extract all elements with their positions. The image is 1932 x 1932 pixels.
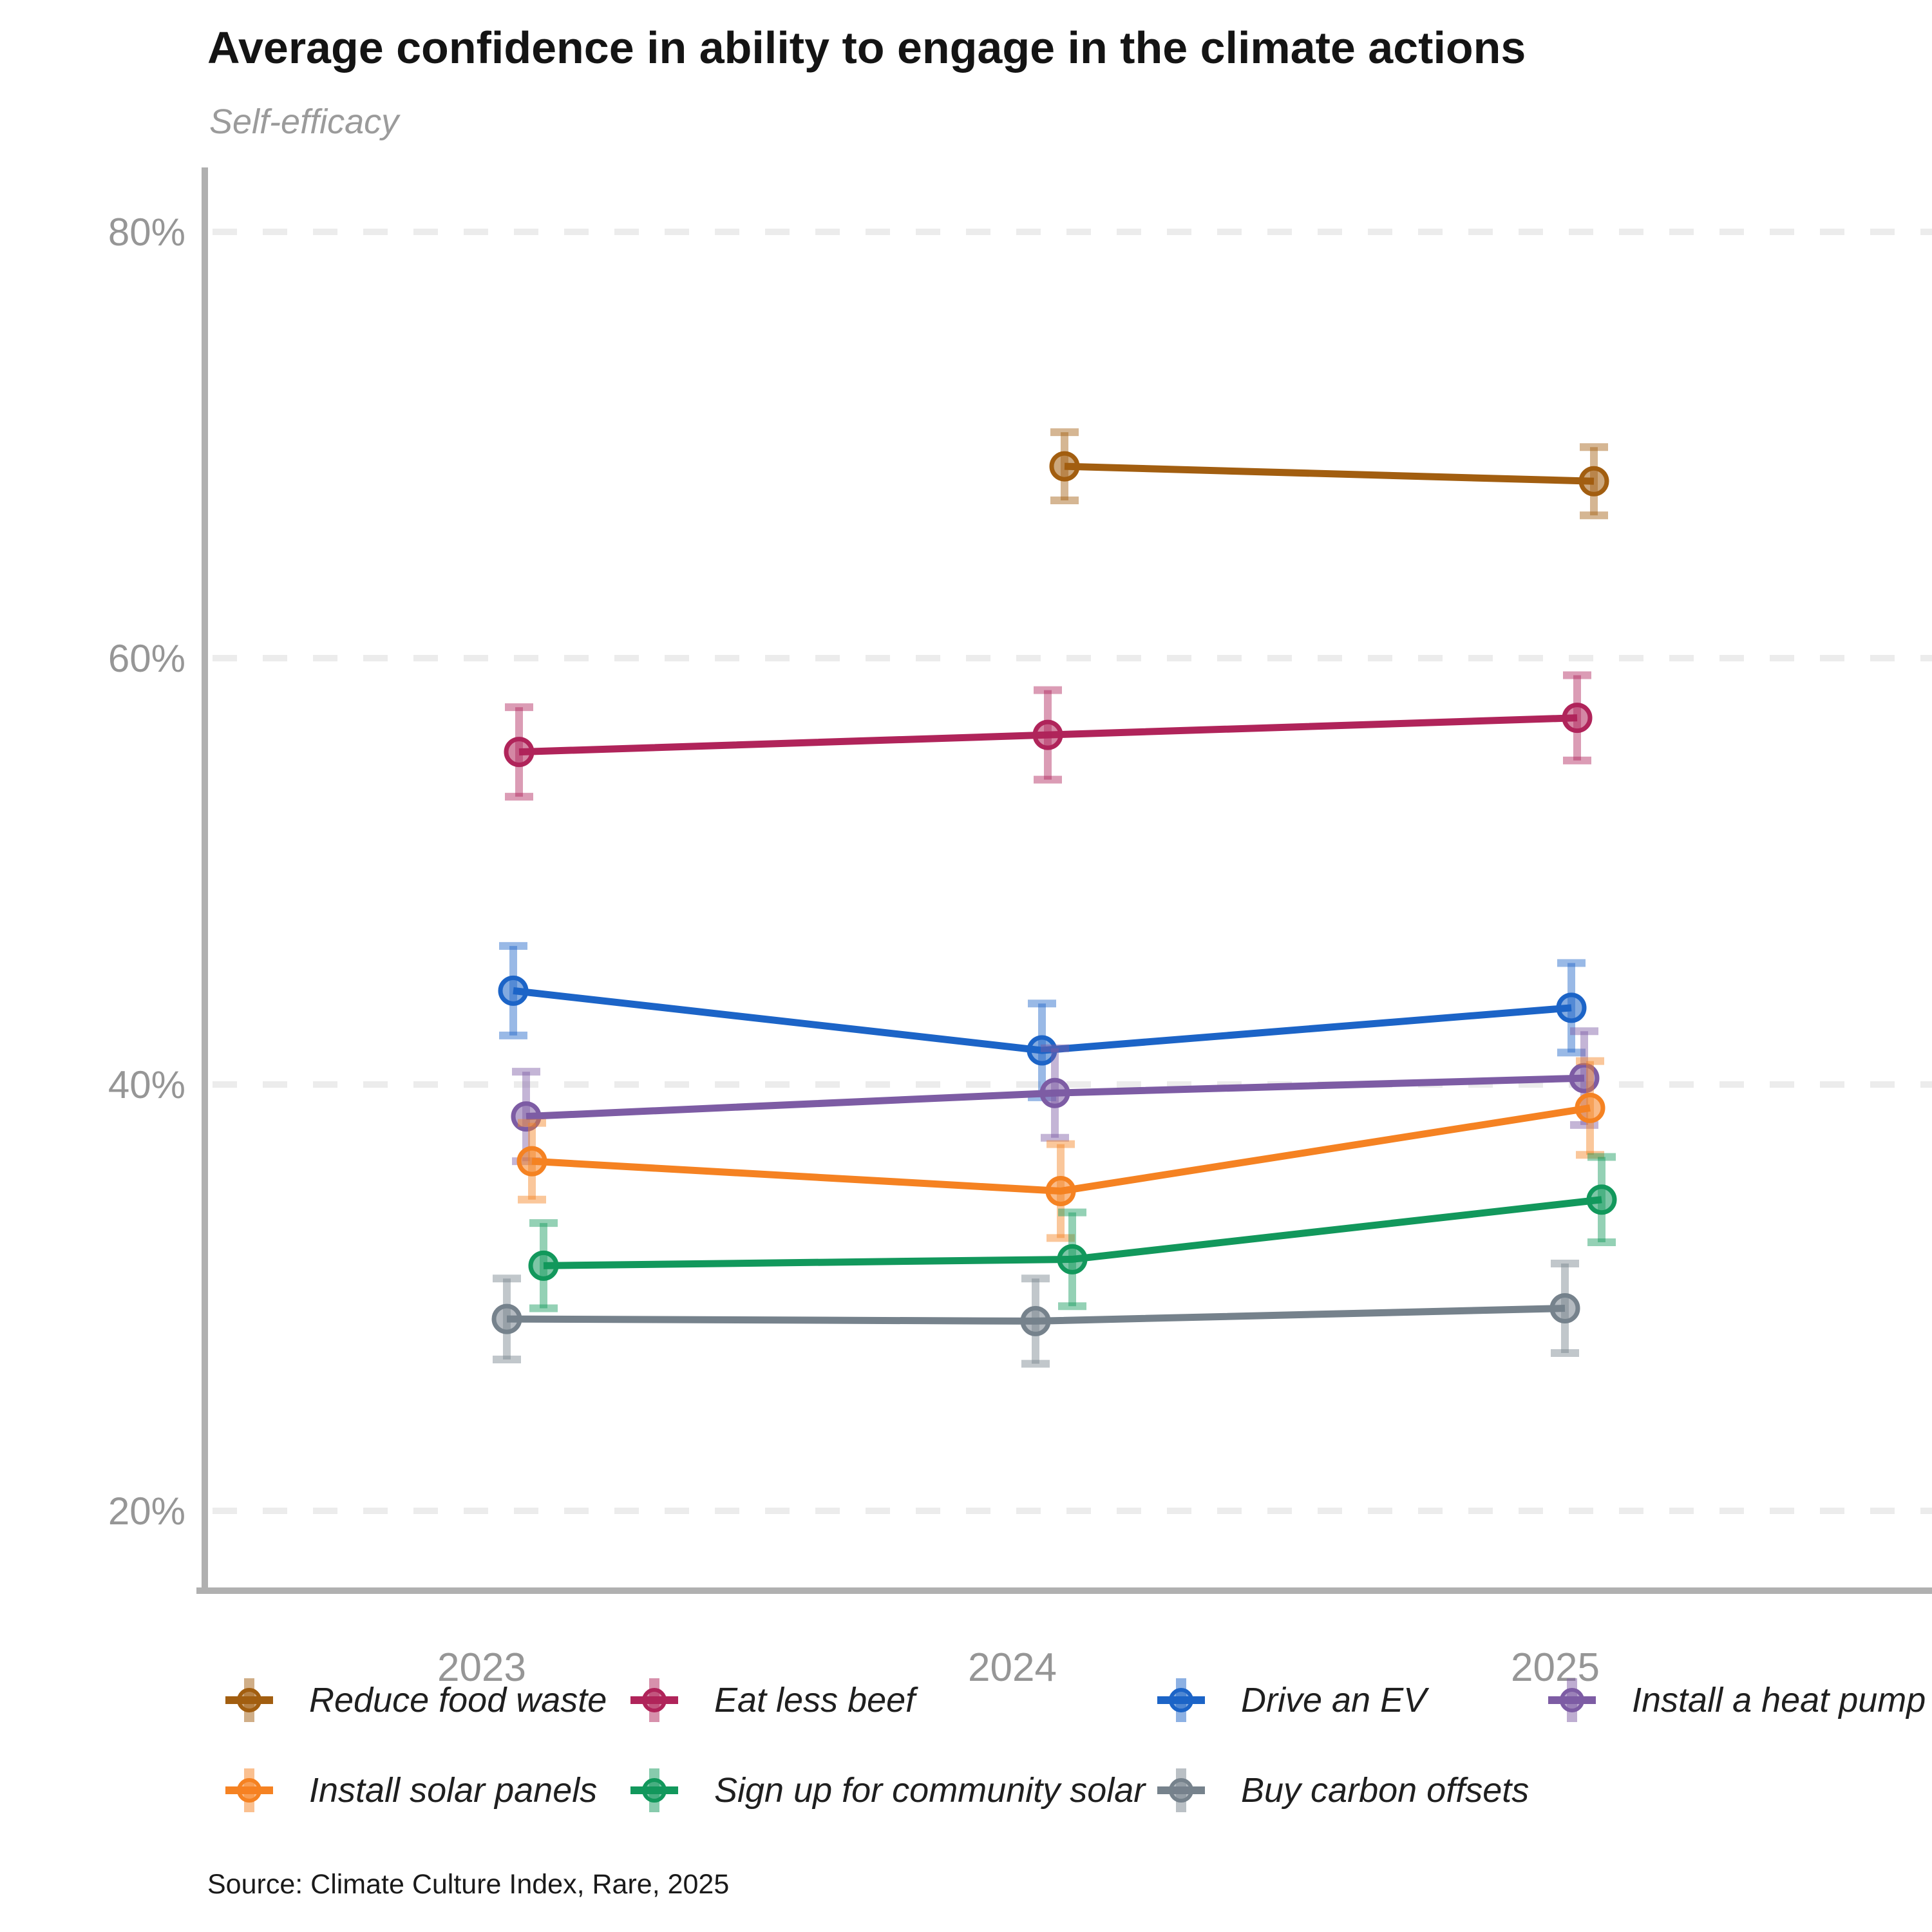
legend-marker-icon [1548,1678,1596,1722]
legend-marker-icon [1157,1678,1205,1722]
series-line-install-solar-panels [531,1104,1591,1195]
series-line-install-a-heat-pump [526,1074,1585,1121]
series-line-sign-up-for-community-solar [543,1196,1602,1269]
legend-label: Drive an EV [1241,1681,1427,1719]
y-tick-label-20: 20% [108,1490,185,1533]
legend-label: Buy carbon offsets [1241,1771,1530,1810]
chart-subtitle: Self-efficacy [209,102,399,141]
legend-item-reduce-food-waste: Reduce food waste [214,1673,607,1727]
legend-item-sign-up-for-community-solar: Sign up for community solar [619,1763,1145,1817]
legend-label: Sign up for community solar [714,1771,1146,1810]
y-tick-label-60: 60% [108,637,185,680]
x-tick-label-2023: 2023 [437,1645,526,1690]
legend-marker-icon [225,1768,273,1812]
legend-item-install-a-heat-pump: Install a heat pump [1537,1673,1926,1727]
legend-marker-icon [630,1768,678,1812]
series-line-buy-carbon-offsets [506,1305,1566,1325]
legend-marker-icon [630,1678,678,1722]
series-line-eat-less-beef [518,714,1578,756]
series-line-reduce-food-waste [1064,462,1595,485]
legend-label: Install a heat pump [1632,1681,1926,1719]
x-tick-label-2024: 2024 [968,1645,1057,1690]
y-tick-label-40: 40% [108,1063,185,1106]
series-line-drive-an-ev [513,987,1572,1054]
legend-item-drive-an-ev: Drive an EV [1146,1673,1426,1727]
legend-item-eat-less-beef: Eat less beef [619,1673,915,1727]
legend-item-install-solar-panels: Install solar panels [214,1763,597,1817]
legend-label: Reduce food waste [309,1681,607,1719]
x-tick-label-2025: 2025 [1511,1645,1600,1690]
legend-marker-icon [225,1678,273,1722]
chart-title: Average confidence in ability to engage … [207,23,1526,73]
y-tick-label-80: 80% [108,211,185,254]
source-note: Source: Climate Culture Index, Rare, 202… [207,1869,730,1900]
legend-label: Eat less beef [714,1681,916,1719]
legend-label: Install solar panels [309,1771,598,1810]
legend-marker-icon [1157,1768,1205,1812]
legend-item-buy-carbon-offsets: Buy carbon offsets [1146,1763,1529,1817]
